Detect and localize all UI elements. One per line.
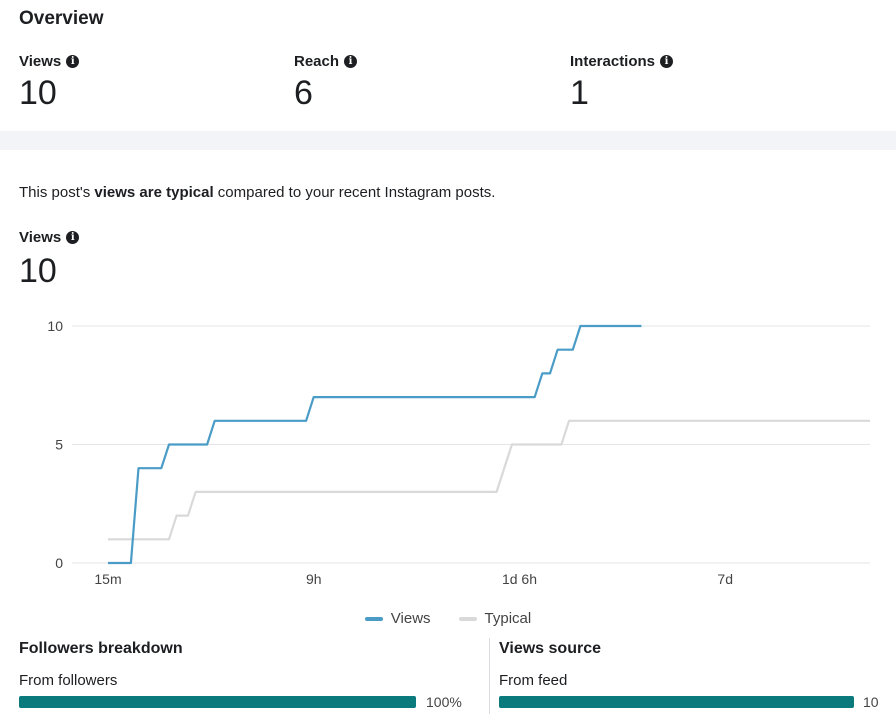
performance-summary: This post's views are typical compared t…	[19, 184, 496, 201]
views-value: 10	[19, 252, 57, 290]
x-tick-label: 1d 6h	[502, 571, 537, 587]
metric-label: Views	[19, 52, 62, 70]
metric-value: 10	[19, 74, 57, 112]
overview-title: Overview	[19, 8, 104, 29]
chart-legend: Views Typical	[0, 610, 896, 627]
followers-row-label: From followers	[19, 672, 118, 689]
views-source-row-label: From feed	[499, 672, 568, 689]
legend-item-typical[interactable]: Typical	[458, 610, 531, 627]
followers-breakdown-title: Followers breakdown	[19, 640, 183, 657]
x-tick-label: 7d	[717, 571, 733, 587]
metric-reach: Reach i 6	[294, 52, 358, 112]
followers-bar	[19, 696, 416, 708]
info-icon[interactable]: i	[66, 54, 80, 68]
x-tick-label: 15m	[94, 571, 121, 587]
views-source-title: Views source	[499, 640, 601, 657]
views-source-bar	[499, 696, 854, 708]
overview-card	[0, 0, 896, 131]
metric-value: 1	[570, 74, 589, 112]
series-line-views[interactable]	[108, 324, 642, 565]
info-icon[interactable]: i	[66, 230, 80, 244]
info-icon[interactable]: i	[344, 54, 358, 68]
metric-interactions: Interactions i 1	[570, 52, 674, 112]
y-tick-label: 5	[55, 437, 63, 453]
followers-bar-fill	[19, 696, 416, 708]
views-line-chart: 0 5 10 15m 9h 1d 6h 7d	[47, 318, 870, 587]
metric-views: Views i 10	[19, 52, 80, 112]
views-source-bar-fill	[499, 696, 854, 708]
views-label: Views	[19, 228, 62, 246]
metric-value: 6	[294, 74, 313, 112]
views-total: Views i 10	[19, 228, 80, 290]
y-tick-label: 10	[47, 318, 63, 334]
legend-swatch	[458, 616, 477, 621]
info-icon[interactable]: i	[660, 54, 674, 68]
metric-label: Reach	[294, 52, 340, 70]
series-line-typical[interactable]	[108, 419, 870, 541]
x-tick-label: 9h	[306, 571, 322, 587]
metric-label: Interactions	[570, 52, 656, 70]
legend-swatch	[364, 616, 383, 621]
views-detail-card	[0, 150, 896, 727]
followers-bar-value: 100%	[426, 694, 462, 710]
views-source-bar-value: 10	[863, 694, 879, 710]
section-divider	[489, 638, 490, 714]
legend-item-views[interactable]: Views	[364, 610, 431, 627]
y-tick-label: 0	[55, 555, 63, 571]
